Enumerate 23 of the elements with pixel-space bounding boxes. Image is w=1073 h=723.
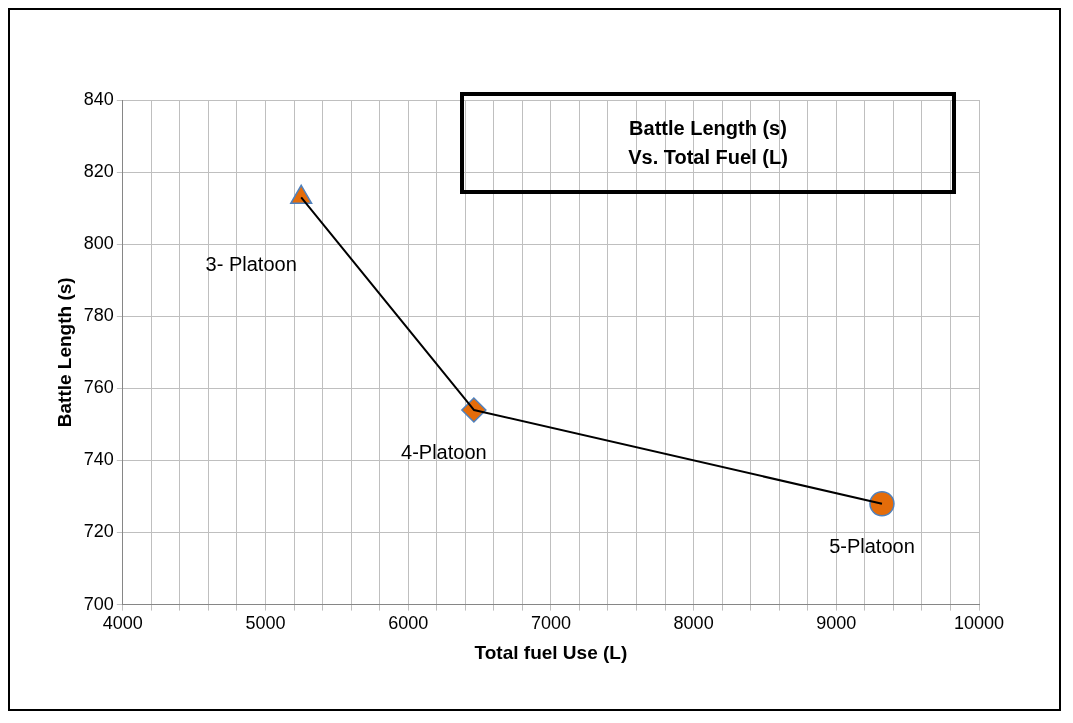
x-tick-label: 8000 bbox=[673, 613, 714, 634]
text: Battle Length (s) Vs. Total Fuel (L) bbox=[460, 92, 956, 194]
x-tick-label: 4000 bbox=[102, 613, 143, 634]
x-tick-label: 10000 bbox=[953, 613, 1005, 634]
y-tick-label: 840 bbox=[83, 88, 114, 109]
x-tick-label: 5000 bbox=[245, 613, 286, 634]
y-tick-label: 740 bbox=[83, 449, 114, 470]
annotation: 4-Platoon bbox=[401, 441, 487, 464]
y-tick-label: 820 bbox=[83, 161, 114, 182]
annotation: 5-Platoon bbox=[829, 535, 915, 558]
x-tick-label: 9000 bbox=[816, 613, 857, 634]
x-axis-title: Total fuel Use (L) bbox=[474, 641, 628, 663]
y-tick-label: 800 bbox=[83, 233, 114, 254]
point bbox=[290, 184, 313, 205]
x-tick-label: 6000 bbox=[388, 613, 429, 634]
y-tick-label: 760 bbox=[83, 377, 114, 398]
y-tick-label: 720 bbox=[83, 521, 114, 542]
y-tick-label: 700 bbox=[83, 593, 114, 614]
annotation: 3- Platoon bbox=[205, 252, 297, 275]
point bbox=[869, 490, 895, 517]
y-tick-label: 780 bbox=[83, 305, 114, 326]
x-tick-label: 7000 bbox=[530, 613, 571, 634]
y-axis-title: Battle Length (s) bbox=[53, 277, 75, 428]
